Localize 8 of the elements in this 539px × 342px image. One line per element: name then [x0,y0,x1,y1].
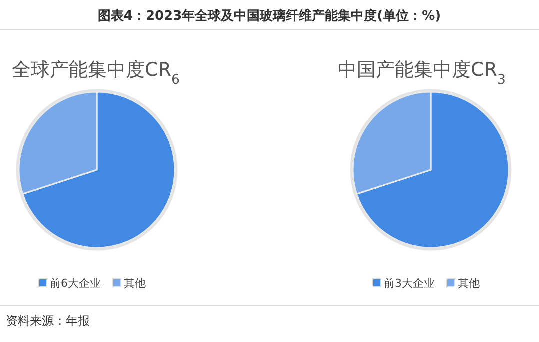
text: 图表4：2023年全球及中国玻璃纤维产能集中度(单位：%) [98,8,442,24]
legend-label: 其他 [124,277,146,290]
legend-label: 前6大企业 [50,277,101,290]
chart-title: 全球产能集中度CR$_{6}$ [12,59,180,88]
legend-label: 前3大企业 [384,277,435,290]
text: 资料来源：年报 [6,314,90,328]
chart-title: 中国产能集中度CR$_{3}$ [338,59,506,88]
legend-label: 其他 [458,277,480,290]
